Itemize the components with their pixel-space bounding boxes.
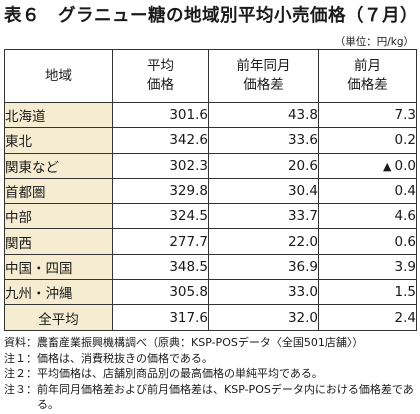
header-average-price: 平均 価格: [112, 49, 209, 103]
table-body: 北海道 301.6 43.8 7.3 東北 342.6 33.6 0.2 関東など 302.3 20…: [4, 101, 417, 331]
table-title: 表６ グラニュー糖の地域別平均小売価格（７月）: [4, 6, 418, 26]
region-cell: 九州・沖縄: [4, 279, 113, 306]
yoy-diff-cell: 36.9: [208, 253, 319, 281]
region-cell: 東北: [4, 127, 113, 154]
note-text: 平均価格は、店舗別商品別の最高価格の単純平均である。: [37, 367, 323, 380]
mom-diff-value: 0.4: [394, 183, 416, 200]
decrease-triangle-icon: ▲: [383, 159, 392, 173]
mom-diff-cell: 0.4: [318, 177, 417, 205]
region-cell: 全平均: [4, 304, 113, 331]
mom-diff-value: 0.2: [394, 132, 416, 149]
header-region: 地域: [4, 49, 113, 103]
average-price-cell: 342.6: [112, 127, 209, 154]
mom-diff-value: 0.6: [394, 233, 416, 250]
average-price-cell: 329.8: [112, 177, 209, 205]
yoy-diff-cell: 33.7: [208, 203, 319, 230]
table-row: 関西 277.7 22.0 0.6: [4, 228, 417, 255]
note-text: 農畜産業振興機構調べ（原典：KSP-POSデータ〈全国501店舗〉）: [37, 336, 364, 349]
note-label: 注１：: [4, 351, 37, 365]
average-price-cell: 302.3: [112, 152, 209, 179]
region-cell: 関東など: [4, 152, 113, 179]
mom-diff-value: 1.5: [394, 284, 416, 301]
region-cell: 北海道: [4, 101, 113, 129]
unit-label: （単位：円/kg）: [334, 36, 414, 48]
region-cell: 中国・四国: [4, 253, 113, 281]
yoy-diff-cell: 30.4: [208, 177, 319, 205]
price-table: 地域 平均 価格 前年同月 価格差 前月 価格差 北海道 301.6 43.8 7.3 東北 3…: [4, 49, 417, 331]
average-price-cell: 301.6: [112, 101, 209, 129]
note-item: 注１： 価格は、消費税抜きの価格である。: [4, 351, 416, 367]
mom-diff-cell: 7.3: [318, 101, 417, 129]
table-row: 中部 324.5 33.7 4.6: [4, 203, 417, 230]
mom-diff-value: 0.0: [394, 157, 416, 174]
region-cell: 中部: [4, 203, 113, 230]
yoy-diff-cell: 22.0: [208, 228, 319, 255]
table-row: 九州・沖縄 305.8 33.0 1.5: [4, 279, 417, 306]
note-label: 注３：: [4, 382, 37, 396]
total-row: 全平均 317.6 32.0 2.4: [4, 304, 417, 331]
mom-diff-cell: 0.6: [318, 228, 417, 255]
mom-diff-cell: 2.4: [318, 304, 417, 331]
header-yoy-diff: 前年同月 価格差: [208, 49, 319, 103]
table-row: 東北 342.6 33.6 0.2: [4, 127, 417, 154]
region-cell: 関西: [4, 228, 113, 255]
mom-diff-cell: 0.2: [318, 127, 417, 154]
notes: 資料： 農畜産業振興機構調べ（原典：KSP-POSデータ〈全国501店舗〉） 注１：…: [4, 335, 416, 413]
average-price-cell: 348.5: [112, 253, 209, 281]
region-cell: 首都圏: [4, 177, 113, 205]
yoy-diff-cell: 20.6: [208, 152, 319, 179]
note-label: 注２：: [4, 367, 37, 380]
table-row: 首都圏 329.8 30.4 0.4: [4, 177, 417, 205]
yoy-diff-cell: 43.8: [208, 101, 319, 129]
note-text: 価格は、消費税抜きの価格である。: [37, 351, 213, 365]
table-row: 北海道 301.6 43.8 7.3: [4, 101, 417, 129]
mom-diff-value: 2.4: [394, 309, 416, 326]
note-text: 前年同月価格差および前月価格差は、KSP-POSデータ内における価格差である。: [37, 382, 414, 412]
header-mom-diff: 前月 価格差: [318, 49, 417, 103]
note-item: 注３： 前年同月価格差および前月価格差は、KSP-POSデータ内における価格差であ…: [4, 382, 416, 413]
table-row: 関東など 302.3 20.6 ▲ 0.0: [4, 152, 417, 179]
yoy-diff-cell: 33.6: [208, 127, 319, 154]
note-label: 資料：: [4, 336, 37, 349]
average-price-cell: 317.6: [112, 304, 209, 331]
yoy-diff-cell: 32.0: [208, 304, 319, 331]
yoy-diff-cell: 33.0: [208, 279, 319, 306]
table-row: 中国・四国 348.5 36.9 3.9: [4, 253, 417, 281]
mom-diff-cell: 1.5: [318, 279, 417, 306]
mom-diff-cell: 4.6: [318, 203, 417, 230]
header-row: 地域 平均 価格 前年同月 価格差 前月 価格差: [4, 49, 417, 103]
average-price-cell: 305.8: [112, 279, 209, 306]
mom-diff-cell: 3.9: [318, 253, 417, 281]
mom-diff-value: 3.9: [394, 258, 416, 275]
note-item: 資料： 農畜産業振興機構調べ（原典：KSP-POSデータ〈全国501店舗〉）: [4, 335, 416, 351]
average-price-cell: 324.5: [112, 203, 209, 230]
average-price-cell: 277.7: [112, 228, 209, 255]
mom-diff-value: 4.6: [394, 208, 416, 225]
note-item: 注２： 平均価格は、店舗別商品別の最高価格の単純平均である。: [4, 366, 416, 382]
mom-diff-value: 7.3: [394, 107, 416, 124]
mom-diff-cell: ▲ 0.0: [318, 152, 417, 179]
